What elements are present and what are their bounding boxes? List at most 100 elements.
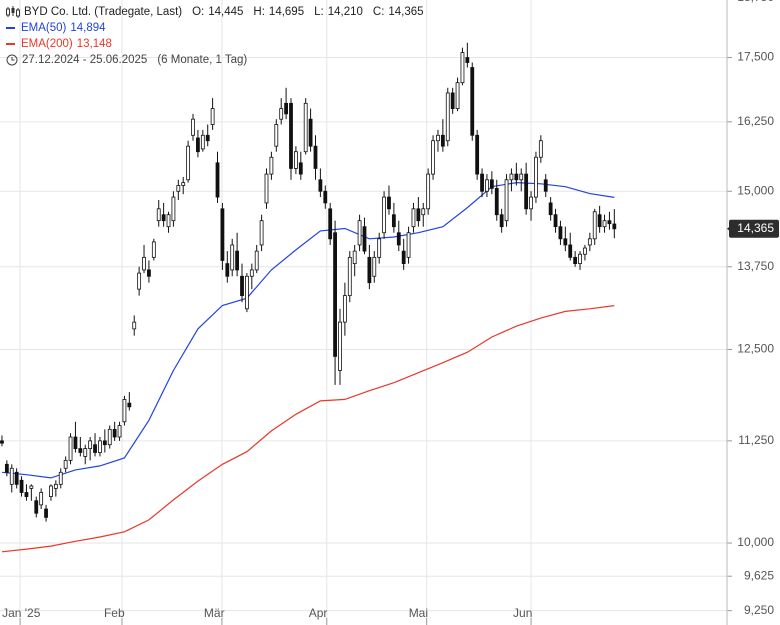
candle-body	[367, 256, 372, 284]
candle-body	[411, 208, 416, 228]
candle-body	[112, 428, 117, 438]
candle-body	[264, 173, 269, 204]
candle-body	[543, 179, 548, 192]
candle-body	[563, 238, 568, 246]
candle-body	[583, 247, 587, 255]
ema-line	[1, 305, 615, 553]
candle-body	[4, 463, 9, 473]
last-price-tag	[729, 219, 779, 238]
candle-body	[529, 196, 533, 210]
candle-body	[347, 256, 352, 297]
candle-body	[455, 82, 460, 109]
candle-body	[538, 140, 543, 158]
candle-body	[240, 275, 244, 297]
ohlc-label: H:	[253, 6, 265, 18]
ohlc-label: C:	[372, 6, 385, 18]
candle-body	[0, 440, 4, 444]
ohlc-label: O:	[192, 6, 205, 18]
candle-body	[440, 134, 445, 147]
candle-body	[49, 485, 53, 497]
ohlc-label: L:	[314, 6, 324, 18]
candle-body	[587, 238, 592, 246]
candle-body	[499, 214, 504, 228]
candle-body	[602, 220, 607, 228]
legend-entry: EMA(50) 14,894	[6, 20, 106, 36]
candle-body	[372, 256, 377, 277]
candle-body	[235, 250, 240, 271]
ohlc-value: 14,445	[208, 6, 244, 18]
candle-body	[406, 232, 411, 258]
x-tick-label: Jan '25	[2, 606, 41, 620]
candle-body	[509, 173, 514, 181]
last-price-pointer	[727, 223, 733, 234]
candle-body	[534, 156, 538, 198]
candle-body	[485, 179, 489, 192]
ohlc-value: 14,695	[268, 6, 305, 18]
candle-body	[289, 102, 293, 169]
candle-body	[200, 134, 205, 150]
candle-body	[9, 467, 14, 485]
candle-body	[308, 118, 313, 147]
x-tick-label: Apr	[309, 606, 328, 620]
candle-body	[342, 295, 347, 323]
candle-body	[568, 244, 573, 258]
candle-body	[78, 448, 83, 453]
candle-body	[127, 402, 132, 408]
candle-body	[19, 479, 24, 493]
candle-body	[426, 173, 431, 210]
candle-body	[58, 471, 63, 485]
candle-body	[88, 440, 93, 449]
y-tick-label: 9,250	[744, 603, 774, 617]
candle-body	[504, 179, 509, 222]
candle-body	[210, 108, 215, 125]
last-price-label: 14,365	[737, 221, 774, 235]
clock-icon	[6, 54, 18, 66]
y-tick-label: 16,250	[737, 114, 774, 128]
legend-swatch	[6, 43, 15, 45]
candle-body	[147, 269, 151, 277]
y-tick-label: 9,625	[744, 568, 774, 582]
candle-body	[421, 208, 426, 216]
candle-body	[166, 214, 171, 228]
candle-body	[352, 250, 357, 265]
candle-body	[303, 102, 308, 153]
candle-body	[338, 321, 342, 371]
y-tick-label: 17,500	[737, 50, 774, 64]
candle-body	[269, 156, 274, 175]
y-tick-label: 15,000	[737, 183, 774, 197]
legend-value: 13,148	[76, 38, 112, 50]
x-tick-label: Mär	[204, 606, 225, 620]
x-tick-label: Mai	[409, 606, 428, 620]
candle-body	[284, 102, 288, 115]
candle-body	[151, 241, 156, 258]
legend-label: EMA(200)	[21, 38, 73, 50]
candle-body	[156, 208, 161, 222]
candle-body	[63, 459, 68, 469]
candle-body	[39, 492, 44, 506]
y-tick-label: 13,750	[737, 259, 774, 273]
period: (6 Monate, 1 Tag)	[157, 54, 248, 66]
candle-body	[83, 448, 88, 457]
chart-icon	[6, 6, 20, 18]
candle-body	[24, 492, 29, 497]
candle-body	[73, 436, 78, 449]
candle-body	[382, 196, 386, 234]
candle-body	[98, 440, 102, 453]
candle-body	[377, 238, 382, 258]
plot	[0, 42, 617, 553]
ohlc-value: 14,210	[327, 6, 363, 18]
candle-body	[14, 471, 19, 485]
candle-body	[298, 162, 303, 175]
candle-body	[553, 214, 558, 228]
candle-body	[607, 220, 612, 225]
date-range: 27.12.2024 - 25.06.2025	[22, 54, 148, 66]
y-tick-label: 11,250	[738, 433, 774, 447]
x-tick-label: Jun	[513, 606, 532, 620]
candle-body	[44, 508, 48, 518]
candle-body	[186, 145, 191, 181]
candle-body	[68, 436, 73, 461]
candle-body	[387, 196, 391, 210]
candle-body	[578, 253, 582, 265]
